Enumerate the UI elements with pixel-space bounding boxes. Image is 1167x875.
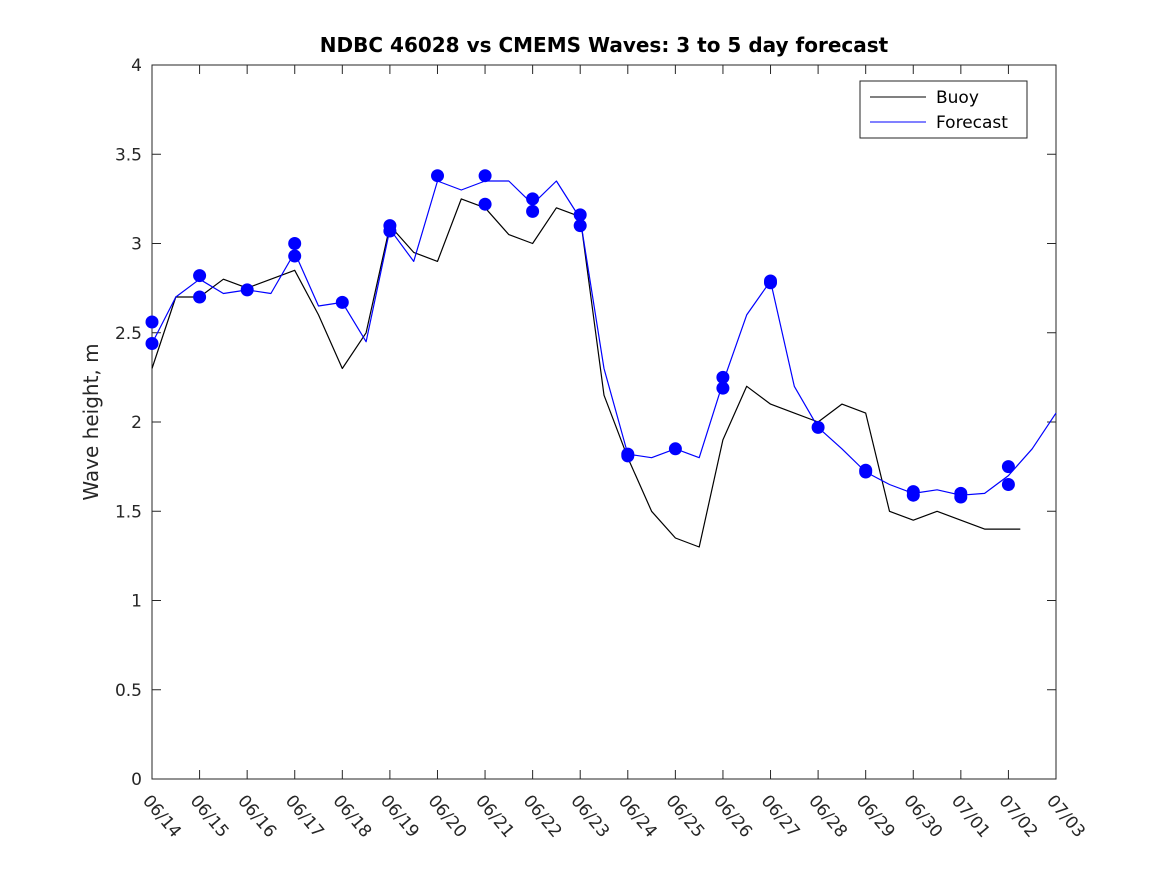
x-tick-label: 06/15 bbox=[186, 791, 233, 841]
forecast-marker bbox=[193, 290, 207, 304]
x-tick-label: 06/19 bbox=[376, 791, 423, 841]
forecast-marker bbox=[573, 208, 587, 222]
x-tick-label: 06/18 bbox=[328, 791, 375, 841]
forecast-marker bbox=[288, 237, 302, 250]
y-tick-label: 1 bbox=[131, 592, 142, 612]
forecast-marker bbox=[906, 485, 920, 499]
plot-area bbox=[151, 64, 1057, 780]
forecast-marker bbox=[1001, 478, 1015, 491]
forecast-marker bbox=[621, 447, 635, 461]
forecast-marker bbox=[716, 381, 730, 395]
x-tick-label: 06/26 bbox=[709, 791, 756, 841]
forecast-marker bbox=[526, 204, 540, 218]
x-tick-label: 06/16 bbox=[233, 791, 280, 841]
forecast-marker bbox=[478, 197, 492, 211]
legend-label-buoy: Buoy bbox=[936, 88, 979, 108]
forecast-marker bbox=[145, 337, 159, 350]
x-tick-label: 06/22 bbox=[519, 791, 566, 841]
forecast-marker bbox=[478, 169, 492, 183]
x-tick-label: 06/17 bbox=[281, 791, 328, 841]
legend-label-forecast: Forecast bbox=[936, 113, 1008, 133]
y-tick-label: 2.5 bbox=[115, 324, 142, 344]
x-tick-label: 07/01 bbox=[947, 791, 994, 841]
x-tick-label: 06/14 bbox=[138, 791, 185, 841]
legend-box bbox=[859, 80, 1028, 139]
forecast-markers bbox=[145, 169, 1015, 504]
x-tick-label: 06/20 bbox=[424, 791, 471, 841]
series-line-forecast bbox=[151, 180, 1057, 496]
forecast-marker bbox=[383, 219, 397, 233]
x-tick-label: 06/23 bbox=[566, 791, 613, 841]
series-layer bbox=[151, 180, 1057, 548]
x-tick-label: 07/02 bbox=[995, 791, 1042, 841]
forecast-marker bbox=[1001, 460, 1015, 474]
y-tick-label: 3.5 bbox=[115, 145, 142, 165]
y-tick-label: 3 bbox=[131, 235, 142, 255]
x-tick-label: 06/24 bbox=[614, 791, 661, 841]
y-tick-label: 4 bbox=[131, 56, 142, 76]
y-tick-label: 2 bbox=[131, 413, 142, 433]
y-tick-label: 0 bbox=[131, 770, 142, 790]
forecast-marker bbox=[145, 315, 159, 329]
x-tick-label: 07/03 bbox=[1042, 791, 1089, 841]
x-tick-label: 06/27 bbox=[757, 791, 804, 841]
x-tick-label: 06/30 bbox=[899, 791, 946, 841]
forecast-marker bbox=[193, 269, 207, 283]
x-tick-label: 06/21 bbox=[471, 791, 518, 841]
forecast-marker bbox=[668, 442, 682, 456]
y-axis-label: Wave height, m bbox=[79, 343, 103, 500]
legend: Buoy Forecast bbox=[859, 80, 1028, 139]
x-tick-label: 06/29 bbox=[852, 791, 899, 841]
forecast-marker bbox=[573, 219, 587, 233]
forecast-marker bbox=[859, 463, 873, 477]
forecast-marker bbox=[954, 486, 968, 500]
x-tick-label: 06/25 bbox=[662, 791, 709, 841]
forecast-marker bbox=[811, 420, 825, 434]
forecast-marker bbox=[431, 169, 444, 183]
y-tick-label: 0.5 bbox=[115, 681, 142, 701]
forecast-marker bbox=[335, 295, 349, 309]
chart-title: NDBC 46028 vs CMEMS Waves: 3 to 5 day fo… bbox=[320, 33, 889, 57]
forecast-marker bbox=[764, 274, 777, 288]
forecast-marker bbox=[526, 192, 540, 206]
forecast-marker bbox=[288, 249, 302, 263]
forecast-marker bbox=[240, 283, 254, 297]
forecast-marker bbox=[716, 370, 730, 384]
series-line-buoy bbox=[151, 198, 1021, 548]
x-tick-label: 06/28 bbox=[804, 791, 851, 841]
y-tick-label: 1.5 bbox=[115, 502, 142, 522]
